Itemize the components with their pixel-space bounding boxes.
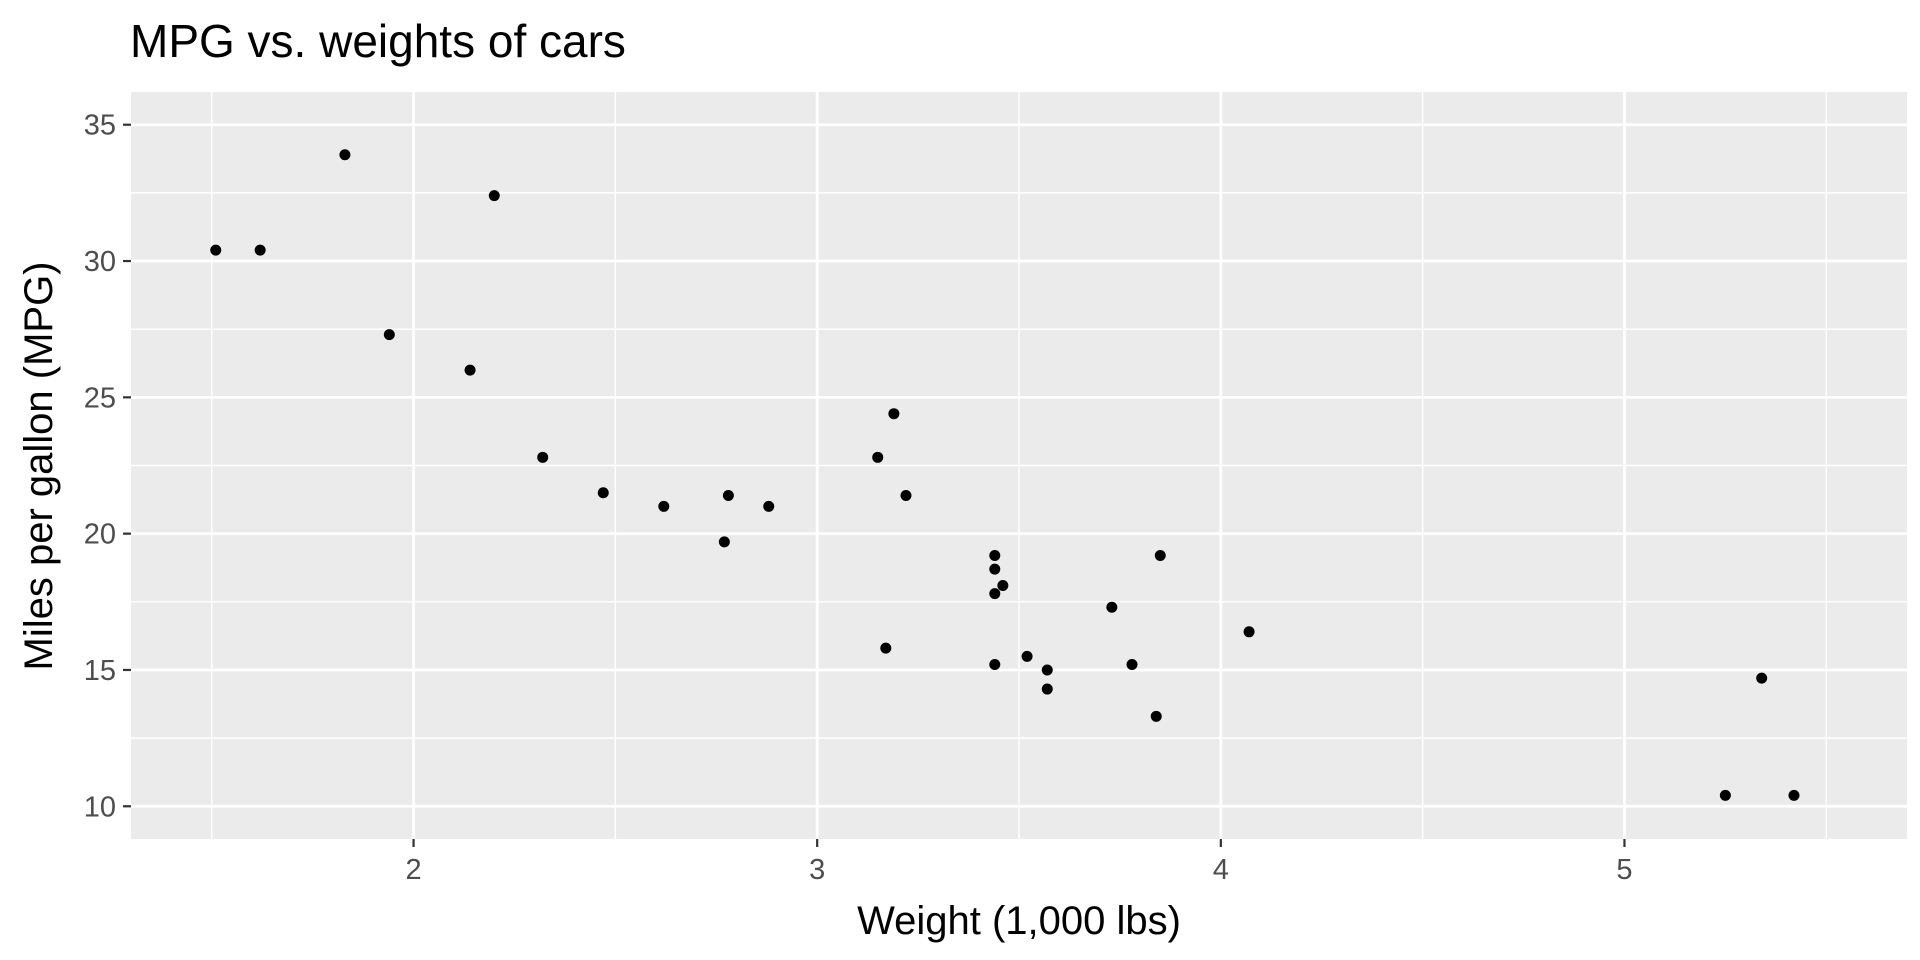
- data-point: [888, 408, 900, 420]
- data-point: [1719, 789, 1731, 801]
- data-point: [722, 489, 734, 501]
- data-point: [210, 244, 222, 256]
- data-point: [1106, 601, 1118, 613]
- data-point: [1154, 549, 1166, 561]
- data-point: [1126, 659, 1138, 671]
- data-point: [383, 329, 395, 341]
- data-point: [537, 451, 549, 463]
- x-tick-label: 3: [809, 854, 825, 886]
- major-gridlines: [131, 92, 1907, 839]
- data-point: [989, 549, 1001, 561]
- data-point: [989, 588, 1001, 600]
- data-point: [1756, 672, 1768, 684]
- x-axis-title: Weight (1,000 lbs): [857, 899, 1181, 943]
- data-points: [210, 149, 1800, 801]
- x-tick-label: 5: [1616, 854, 1632, 886]
- y-tick-label: 10: [84, 791, 116, 823]
- data-point: [488, 190, 500, 202]
- data-point: [1788, 789, 1800, 801]
- data-point: [1041, 683, 1053, 695]
- data-point: [997, 579, 1009, 591]
- y-tick-label: 20: [84, 519, 116, 551]
- y-tick-label: 35: [84, 110, 116, 142]
- data-point: [339, 149, 351, 161]
- data-point: [1021, 650, 1033, 662]
- y-tick-label: 25: [84, 382, 116, 414]
- data-point: [989, 563, 1001, 575]
- x-tick-label: 2: [405, 854, 421, 886]
- data-point: [872, 451, 884, 463]
- y-tick-label: 15: [84, 655, 116, 687]
- data-point: [1243, 626, 1255, 638]
- data-point: [880, 642, 892, 654]
- y-axis-title: Miles per gallon (MPG): [17, 261, 61, 670]
- data-point: [658, 500, 670, 512]
- data-point: [1041, 664, 1053, 676]
- y-tick-label: 30: [84, 246, 116, 278]
- y-axis-ticks: 10 15 20 25 30 35: [84, 110, 131, 823]
- chart-title: MPG vs. weights of cars: [130, 15, 626, 67]
- data-point: [254, 244, 266, 256]
- minor-gridlines: [131, 92, 1907, 839]
- data-point: [989, 659, 1001, 671]
- data-point: [464, 364, 476, 376]
- x-tick-label: 4: [1213, 854, 1229, 886]
- data-point: [718, 536, 730, 548]
- x-axis-ticks: 2 3 4 5: [405, 839, 1633, 886]
- data-point: [1150, 710, 1162, 722]
- data-point: [763, 500, 775, 512]
- data-point: [597, 487, 609, 499]
- data-point: [900, 489, 912, 501]
